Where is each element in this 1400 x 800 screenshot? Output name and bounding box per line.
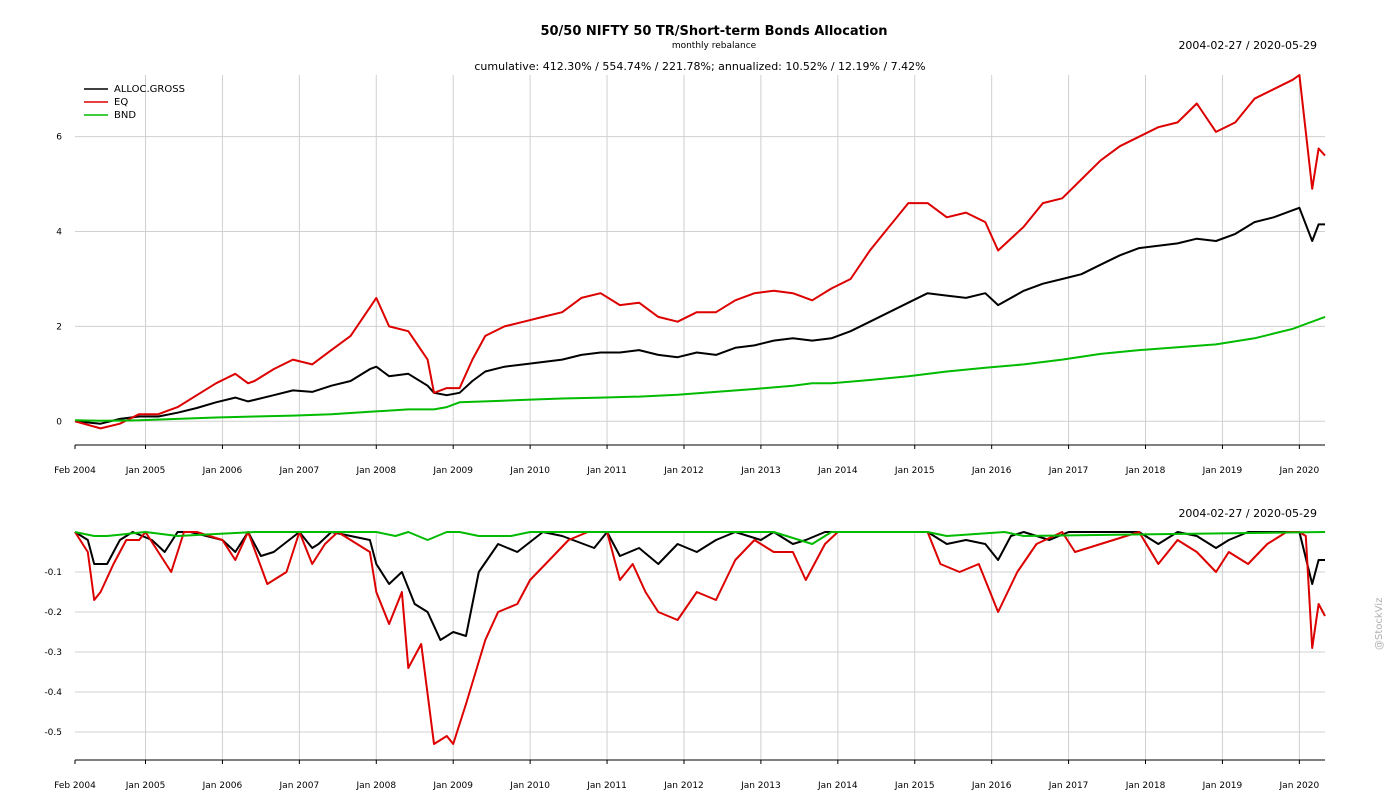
bottom-y-tick-label: -0.5: [44, 728, 62, 738]
bottom-x-tick-label: Jan 2014: [817, 781, 858, 791]
top-x-tick-label: Jan 2007: [279, 466, 320, 476]
top-x-tick-label: Jan 2020: [1279, 466, 1320, 476]
top-x-tick-label: Jan 2013: [740, 466, 781, 476]
bottom-x-tick-label: Jan 2019: [1202, 781, 1243, 791]
bottom-x-tick-label: Jan 2008: [355, 781, 396, 791]
bottom-axes: -0.1 -0.2 -0.3 -0.4 -0.5 Feb 2004 Jan 2005 Jan …: [44, 568, 1325, 791]
top-series-line-eq: [74, 74, 1326, 430]
chart-subtitle: monthly rebalance: [672, 41, 757, 51]
top-y-tick-label: 0: [56, 417, 62, 427]
top-series-line-alloc-gross: [74, 206, 1325, 425]
top-x-tick-label: Jan 2006: [202, 466, 243, 476]
bottom-series-line-eq: [74, 531, 1326, 745]
bottom-x-tick-label: Jan 2007: [279, 781, 320, 791]
bottom-x-tick-label: Jan 2006: [202, 781, 243, 791]
top-series-line-bnd: [74, 315, 1326, 422]
bottom-x-tick-label: Jan 2015: [894, 781, 935, 791]
top-grid: [75, 75, 1325, 445]
bottom-x-tick-label: Jan 2017: [1048, 781, 1089, 791]
legend-label-alloc: ALLOC.GROSS: [114, 84, 185, 95]
top-x-tick-label: Jan 2019: [1202, 466, 1243, 476]
top-x-tick-label: Jan 2016: [971, 466, 1012, 476]
top-x-tick-label: Jan 2012: [663, 466, 704, 476]
bottom-x-tick-label: Jan 2010: [509, 781, 550, 791]
bottom-x-tick-label: Jan 2005: [125, 781, 166, 791]
top-y-tick-label: 6: [56, 133, 62, 143]
bottom-y-tick-label: -0.1: [44, 568, 62, 578]
bottom-x-tick-label: Jan 2016: [971, 781, 1012, 791]
top-x-tick-label: Jan 2018: [1125, 466, 1166, 476]
bottom-x-tick-label: Jan 2012: [663, 781, 704, 791]
bottom-x-tick-label: Jan 2013: [740, 781, 781, 791]
bottom-date-range: 2004-02-27 / 2020-05-29: [1178, 507, 1317, 520]
bottom-series-line-alloc-gross: [74, 531, 1325, 641]
top-series-lines: [74, 74, 1326, 430]
top-x-tick-label: Feb 2004: [54, 466, 96, 476]
top-x-tick-label: Jan 2010: [509, 466, 550, 476]
bottom-y-tick-label: -0.2: [44, 608, 62, 618]
top-x-tick-label: Jan 2011: [586, 466, 627, 476]
top-axes: 0 2 4 6 Feb 2004 Jan 2005 Jan 2006 Jan 2007 Jan …: [54, 133, 1325, 476]
chart-title: 50/50 NIFTY 50 TR/Short-term Bonds Alloc…: [540, 24, 887, 39]
bottom-x-tick-label: Feb 2004: [54, 781, 96, 791]
top-y-tick-label: 2: [56, 322, 62, 332]
top-date-range: 2004-02-27 / 2020-05-29: [1178, 39, 1317, 52]
bottom-x-tick-label: Jan 2020: [1279, 781, 1320, 791]
watermark-text: @StockViz: [1374, 598, 1385, 650]
legend: ALLOC.GROSS EQ BND: [84, 84, 185, 121]
bottom-x-tick-label: Jan 2018: [1125, 781, 1166, 791]
legend-label-bnd: BND: [114, 110, 136, 121]
legend-label-eq: EQ: [114, 97, 128, 108]
bottom-y-tick-label: -0.4: [44, 688, 62, 698]
bottom-x-tick-label: Jan 2011: [586, 781, 627, 791]
top-x-tick-label: Jan 2015: [894, 466, 935, 476]
bottom-y-tick-label: -0.3: [44, 648, 62, 658]
top-x-tick-label: Jan 2014: [817, 466, 858, 476]
bottom-grid: [75, 532, 1325, 760]
stats-summary: cumulative: 412.30% / 554.74% / 221.78%;…: [474, 60, 925, 73]
top-x-tick-label: Jan 2008: [355, 466, 396, 476]
top-x-tick-label: Jan 2005: [125, 466, 166, 476]
top-y-tick-label: 4: [56, 228, 62, 238]
bottom-series-line-bnd: [74, 531, 1326, 545]
bottom-x-tick-label: Jan 2009: [432, 781, 473, 791]
bottom-series-lines: [74, 531, 1326, 745]
top-x-tick-label: Jan 2017: [1048, 466, 1089, 476]
top-x-tick-label: Jan 2009: [432, 466, 473, 476]
